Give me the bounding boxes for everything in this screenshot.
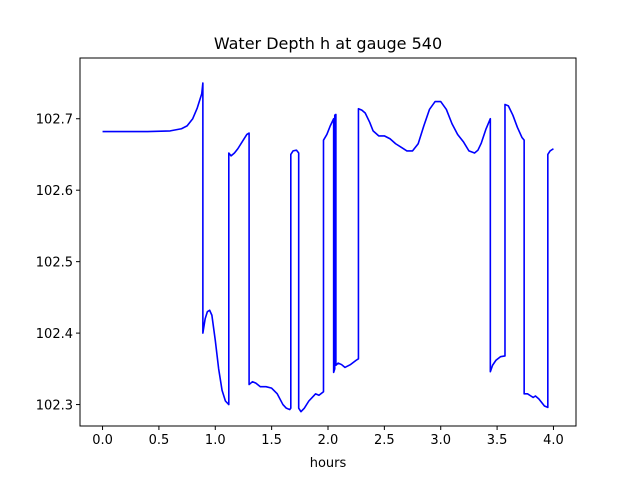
chart-title: Water Depth h at gauge 540 [214,34,442,53]
x-tick-label: 3.0 [430,433,451,448]
x-tick-label: 1.0 [205,433,226,448]
y-axis: 102.3 102.4 102.5 102.6 102.7 [36,113,80,414]
series-line [102,82,554,413]
y-tick-label: 102.3 [36,399,73,414]
y-tick-label: 102.4 [36,327,73,342]
x-tick-label: 3.5 [487,433,508,448]
x-tick-label: 2.5 [374,433,395,448]
y-tick-label: 102.5 [36,256,73,271]
y-tick-label: 102.6 [36,184,73,199]
x-axis: 0.0 0.5 1.0 1.5 2.0 2.5 3.0 3.5 4.0 [92,426,564,448]
y-tick-label: 102.7 [36,113,73,128]
x-tick-label: 0.5 [149,433,170,448]
x-axis-label: hours [310,456,347,471]
x-tick-label: 1.5 [261,433,282,448]
x-tick-label: 4.0 [543,433,564,448]
plot-lines [102,82,554,413]
x-tick-label: 0.0 [92,433,113,448]
x-tick-label: 2.0 [318,433,339,448]
